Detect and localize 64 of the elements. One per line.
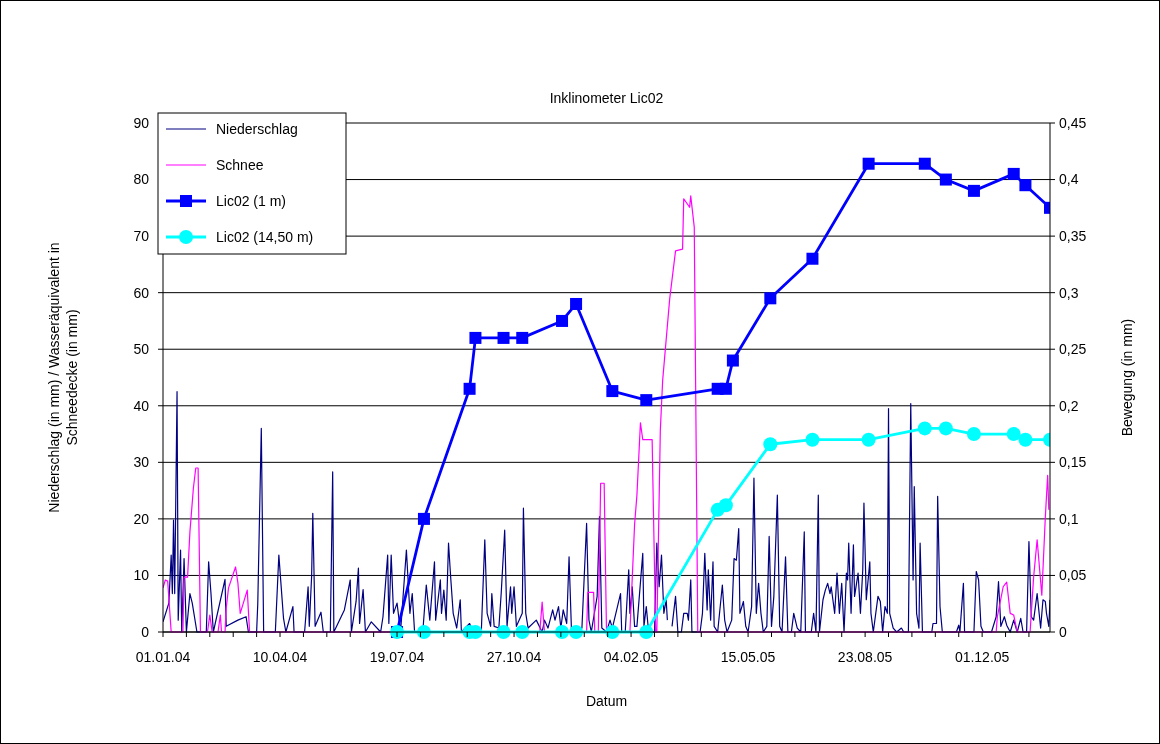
- point: [862, 157, 875, 170]
- x-tick-label: 19.07.04: [369, 649, 425, 665]
- y-tick-label: 40: [133, 397, 150, 414]
- point: [938, 421, 953, 436]
- y2-tick-label: 0,45: [1059, 114, 1087, 131]
- y-tick-label: 80: [133, 171, 150, 188]
- x-tick-label: 10.04.04: [252, 649, 308, 665]
- x-tick-label: 15.05.05: [720, 649, 776, 665]
- chart-title: Inklinometer Lic02: [549, 90, 664, 106]
- point: [556, 314, 569, 327]
- legend-label: Niederschlag: [216, 120, 298, 137]
- point: [1006, 427, 1021, 442]
- y-tick-label: 20: [133, 510, 150, 527]
- point: [805, 432, 820, 447]
- y-axis-title: Niederschlag (in mm) / Wasseräquivalent in Schneedecke (in mm): [46, 242, 80, 513]
- legend-label: Lic02 (1 m): [216, 192, 287, 209]
- point: [497, 331, 510, 344]
- legend-label: Schnee: [216, 156, 264, 173]
- point: [967, 184, 980, 197]
- point: [640, 394, 653, 407]
- point: [718, 498, 733, 513]
- point: [1018, 432, 1033, 447]
- point: [764, 292, 777, 305]
- point: [516, 331, 529, 344]
- y2-tick-label: 0,25: [1059, 341, 1087, 358]
- point: [606, 385, 619, 398]
- y2-axis-title: Bewegung (in mm): [1119, 318, 1135, 437]
- point: [917, 421, 932, 436]
- point: [463, 382, 476, 395]
- y2-tick-label: 0,2: [1059, 397, 1079, 414]
- y2-tick-label: 0,3: [1059, 284, 1079, 301]
- point: [918, 157, 931, 170]
- x-tick-label: 04.02.05: [603, 649, 659, 665]
- y2-tick-label: 0,05: [1059, 567, 1087, 584]
- y-tick-label: 70: [133, 228, 150, 245]
- point: [806, 252, 819, 265]
- point: [570, 297, 583, 310]
- point: [763, 437, 778, 452]
- x-tick-label: 23.08.05: [837, 649, 893, 665]
- y-tick-label: 10: [133, 567, 150, 584]
- point: [966, 427, 981, 442]
- point: [939, 173, 952, 186]
- y-tick-label: 50: [133, 341, 150, 358]
- x-tick-label: 01.01.04: [135, 649, 191, 665]
- y-tick-label: 60: [133, 284, 150, 301]
- point: [719, 382, 732, 395]
- point: [469, 331, 482, 344]
- point: [1007, 167, 1020, 180]
- x-axis-title: Datum: [585, 693, 628, 709]
- point: [861, 432, 876, 447]
- y2-tick-label: 0: [1059, 623, 1067, 640]
- y2-tick-label: 0,15: [1059, 454, 1087, 471]
- y-tick-label: 90: [133, 114, 150, 131]
- point: [417, 512, 430, 525]
- x-tick-label: 27.10.04: [486, 649, 542, 665]
- point: [1019, 179, 1032, 192]
- legend-label: Lic02 (14,50 m): [216, 228, 314, 245]
- y-tick-label: 30: [133, 454, 150, 471]
- y-tick-label: 0: [141, 623, 150, 640]
- point: [726, 354, 739, 367]
- y2-tick-label: 0,1: [1059, 510, 1079, 527]
- y2-tick-label: 0,35: [1059, 228, 1087, 245]
- y2-tick-label: 0,4: [1059, 171, 1079, 188]
- x-tick-label: 01.12.05: [954, 649, 1010, 665]
